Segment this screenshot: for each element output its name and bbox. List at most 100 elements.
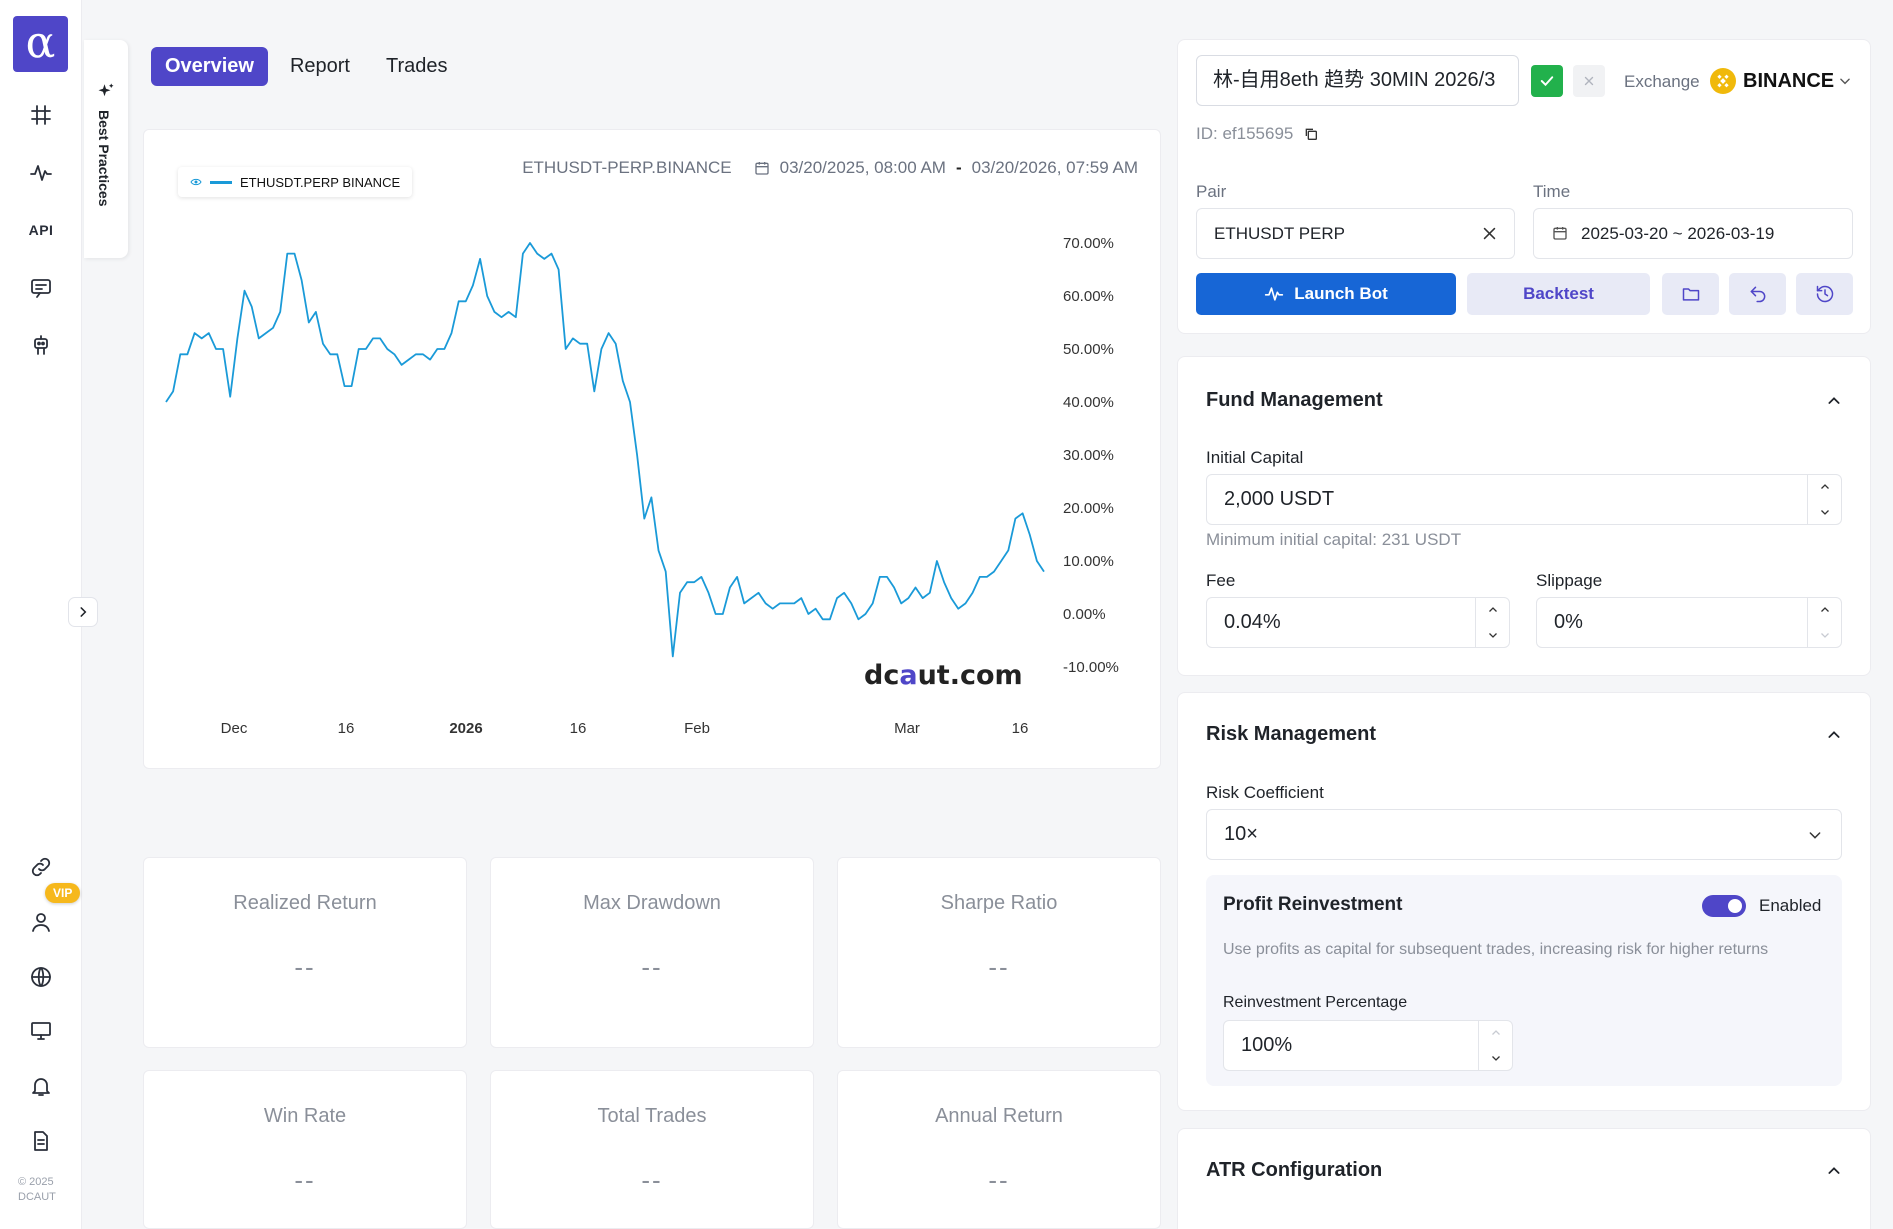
decrement-button[interactable] xyxy=(1476,623,1510,648)
min-capital-hint: Minimum initial capital: 231 USDT xyxy=(1206,530,1462,549)
fee-value: 0.04% xyxy=(1224,611,1281,633)
reinvestment-percentage-value: 100% xyxy=(1241,1034,1293,1056)
equity-chart-card: 70.00% 60.00% 50.00% 40.00% 30.00% 20.00% 10.0… xyxy=(143,129,1161,769)
y-tick-label: 30.00% xyxy=(1063,447,1114,464)
bot-name-input[interactable]: 林-自用8eth 趋势 30MIN 2026/3 xyxy=(1196,55,1519,106)
best-practices-label: Best Practices xyxy=(96,110,112,207)
initial-capital-stepper xyxy=(1807,475,1841,524)
fee-stepper xyxy=(1475,598,1509,647)
clear-icon[interactable] xyxy=(1481,225,1498,242)
time-range-input[interactable]: 2025-03-20 ~ 2026-03-19 xyxy=(1533,208,1853,259)
copy-icon[interactable] xyxy=(1303,126,1319,142)
x-tick-label: 16 xyxy=(1012,720,1029,737)
chevron-down-icon xyxy=(1492,1055,1500,1061)
app-logo[interactable]: α xyxy=(13,16,68,72)
stat-value: -- xyxy=(294,1165,316,1195)
undo-button[interactable] xyxy=(1729,273,1786,315)
chat-icon[interactable] xyxy=(26,273,56,303)
equity-chart: 70.00% 60.00% 50.00% 40.00% 30.00% 20.00% 10.0… xyxy=(165,235,1119,737)
bell-icon[interactable] xyxy=(26,1071,56,1101)
cancel-name-button[interactable] xyxy=(1573,65,1605,97)
stat-value: -- xyxy=(641,952,663,982)
chevron-up-icon[interactable] xyxy=(1826,727,1842,743)
globe-icon[interactable] xyxy=(26,962,56,992)
series-line[interactable] xyxy=(165,242,1045,658)
history-button[interactable] xyxy=(1796,273,1853,315)
x-tick-label: 16 xyxy=(338,720,355,737)
stat-card-sharpe-ratio: Sharpe Ratio -- xyxy=(837,857,1161,1048)
stat-value: -- xyxy=(641,1165,663,1195)
chevron-down-icon xyxy=(1821,509,1829,515)
exchange-label: Exchange xyxy=(1624,72,1700,91)
pulse-icon[interactable] xyxy=(26,158,56,188)
x-tick-label: Dec xyxy=(221,720,248,737)
chart-start-date: 03/20/2025, 08:00 AM xyxy=(779,158,946,177)
monitor-icon[interactable] xyxy=(26,1016,56,1046)
backtest-button[interactable]: Backtest xyxy=(1467,273,1650,315)
reinvestment-percentage-input[interactable]: 100% xyxy=(1223,1020,1513,1071)
confirm-name-button[interactable] xyxy=(1531,65,1563,97)
sparkle-icon xyxy=(98,83,114,97)
decrement-button[interactable] xyxy=(1808,500,1842,525)
copyright-year: © 2025 xyxy=(18,1176,54,1188)
grid-strategy-icon[interactable] xyxy=(26,100,56,130)
y-tick-label: 10.00% xyxy=(1063,553,1114,570)
launch-bot-button[interactable]: Launch Bot xyxy=(1196,273,1456,315)
pair-input[interactable]: ETHUSDT PERP xyxy=(1196,208,1515,259)
robot-icon[interactable] xyxy=(26,331,56,361)
chevron-up-icon xyxy=(1492,1030,1500,1036)
api-label: API xyxy=(28,222,54,238)
tab-report[interactable]: Report xyxy=(289,55,350,77)
open-folder-button[interactable] xyxy=(1662,273,1719,315)
pair-value: ETHUSDT PERP xyxy=(1214,224,1345,243)
launch-bot-label: Launch Bot xyxy=(1294,284,1388,303)
decrement-button[interactable] xyxy=(1808,623,1842,648)
close-icon xyxy=(1584,76,1594,86)
exchange-select[interactable]: BINANCE xyxy=(1743,70,1835,92)
profit-reinvestment-description: Use profits as capital for subsequent tr… xyxy=(1223,941,1769,958)
stat-card-win-rate: Win Rate -- xyxy=(143,1070,467,1229)
time-range-value: 2025-03-20 ~ 2026-03-19 xyxy=(1581,224,1775,243)
initial-capital-label: Initial Capital xyxy=(1206,448,1304,467)
user-icon[interactable] xyxy=(26,907,56,937)
main-tabs: Overview Report Trades xyxy=(151,47,462,86)
initial-capital-value: 2,000 USDT xyxy=(1224,488,1335,510)
increment-button[interactable] xyxy=(1479,1021,1513,1046)
watermark-part-3: ut.com xyxy=(917,660,1023,691)
y-tick-label: 70.00% xyxy=(1063,235,1114,252)
date-separator: - xyxy=(955,158,962,177)
fee-input[interactable]: 0.04% xyxy=(1206,597,1510,648)
document-icon[interactable] xyxy=(26,1126,56,1156)
y-tick-label: 0.00% xyxy=(1063,606,1106,623)
chevron-up-icon[interactable] xyxy=(1826,1163,1842,1179)
risk-coefficient-select[interactable]: 10× xyxy=(1206,809,1842,860)
increment-button[interactable] xyxy=(1808,475,1842,500)
tab-overview[interactable]: Overview xyxy=(151,47,268,86)
vip-badge[interactable]: VIP xyxy=(45,883,81,903)
decrement-button[interactable] xyxy=(1479,1046,1513,1071)
increment-button[interactable] xyxy=(1808,598,1842,623)
fee-label: Fee xyxy=(1206,571,1236,590)
x-tick-label: 2026 xyxy=(449,720,482,737)
watermark: dcaut.com xyxy=(864,660,1023,691)
risk-coefficient-value: 10× xyxy=(1224,823,1258,845)
api-icon[interactable]: API xyxy=(26,215,56,245)
undo-icon xyxy=(1750,286,1765,303)
profit-reinvestment-toggle[interactable] xyxy=(1702,895,1746,917)
chart-header: ETHUSDT-PERP.BINANCE 03/20/2025, 08:00 A… xyxy=(522,158,1138,178)
chevron-right-icon xyxy=(80,607,87,617)
initial-capital-input[interactable]: 2,000 USDT xyxy=(1206,474,1842,525)
chart-legend[interactable]: ETHUSDT.PERP BINANCE xyxy=(178,167,413,197)
chevron-down-icon xyxy=(1821,632,1829,638)
best-practices-tab[interactable]: Best Practices xyxy=(84,40,128,258)
link-icon[interactable] xyxy=(26,852,56,882)
increment-button[interactable] xyxy=(1476,598,1510,623)
chevron-up-icon[interactable] xyxy=(1826,393,1842,409)
expand-sidebar-button[interactable] xyxy=(68,597,98,627)
y-tick-label: -10.00% xyxy=(1063,659,1119,676)
tab-trades[interactable]: Trades xyxy=(385,55,448,77)
chevron-down-icon[interactable] xyxy=(1838,74,1852,88)
slippage-input[interactable]: 0% xyxy=(1536,597,1842,648)
eye-icon[interactable] xyxy=(190,177,202,187)
slippage-value: 0% xyxy=(1554,611,1583,633)
